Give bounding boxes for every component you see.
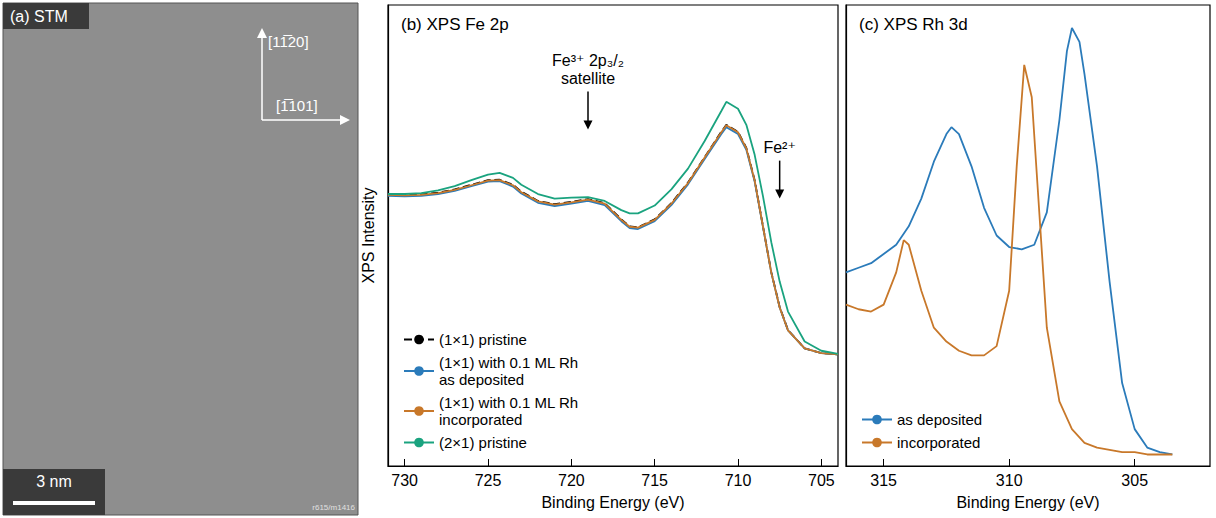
svg-text:(1×1) with 0.1 ML Rh: (1×1) with 0.1 ML Rh: [439, 354, 578, 371]
svg-text:710: 710: [725, 472, 752, 489]
svg-text:Binding Energy (eV): Binding Energy (eV): [956, 494, 1099, 511]
svg-text:715: 715: [641, 472, 668, 489]
svg-text:(c) XPS Rh 3d: (c) XPS Rh 3d: [859, 15, 968, 34]
svg-text:(a) STM: (a) STM: [10, 8, 68, 25]
svg-text:XPS Intensity: XPS Intensity: [360, 187, 377, 283]
svg-text:as deposited: as deposited: [897, 411, 982, 428]
svg-text:as deposited: as deposited: [439, 371, 524, 388]
svg-text:705: 705: [808, 472, 835, 489]
svg-text:[11̅20]: [11̅20]: [268, 33, 309, 50]
svg-text:(b) XPS Fe 2p: (b) XPS Fe 2p: [401, 15, 509, 34]
svg-text:(1×1) with 0.1 ML Rh: (1×1) with 0.1 ML Rh: [439, 394, 578, 411]
svg-text:(2×1) pristine: (2×1) pristine: [439, 434, 527, 451]
svg-text:r615/m1416: r615/m1416: [312, 503, 355, 512]
svg-text:incorporated: incorporated: [439, 411, 522, 428]
svg-text:310: 310: [996, 472, 1023, 489]
svg-text:730: 730: [391, 472, 418, 489]
svg-text:(1×1) pristine: (1×1) pristine: [439, 331, 527, 348]
svg-text:[1̅101]: [1̅101]: [276, 97, 318, 114]
svg-text:315: 315: [870, 472, 897, 489]
svg-text:satellite: satellite: [561, 70, 615, 87]
svg-text:3 nm: 3 nm: [36, 473, 72, 490]
svg-text:725: 725: [475, 472, 502, 489]
svg-text:305: 305: [1121, 472, 1148, 489]
svg-text:incorporated: incorporated: [897, 434, 980, 451]
svg-text:720: 720: [558, 472, 585, 489]
svg-text:Fe²⁺: Fe²⁺: [763, 139, 795, 156]
svg-text:Binding Energy (eV): Binding Energy (eV): [541, 494, 684, 511]
svg-text:Fe³⁺ 2p₃/₂: Fe³⁺ 2p₃/₂: [552, 52, 624, 69]
